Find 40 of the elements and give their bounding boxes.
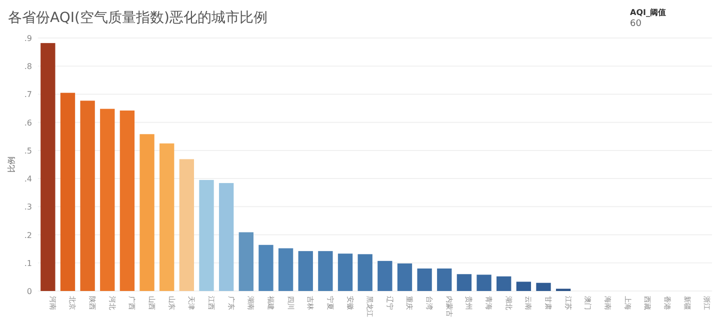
y-tick-label: .1 [24,258,32,268]
bar [160,143,174,291]
text: AQI_阈值 [630,8,666,17]
bar [476,274,492,291]
bar [456,274,472,291]
y-tick-label: .9 [24,34,32,43]
text: 60 [630,19,642,29]
bar [298,251,313,291]
bar [199,180,214,291]
bar [179,159,194,291]
bar [218,183,234,291]
bar [516,282,532,291]
bar [397,263,412,291]
bar [378,260,392,291]
bar [238,232,254,291]
chart-title: 各省份AQI(空气质量指数)恶化的城市比例 [8,10,268,26]
y-tick-label: .2 [24,230,32,240]
bar [417,268,432,291]
bar [60,92,76,291]
bar [496,276,512,291]
bar [318,251,333,291]
y-tick-label: .3 [24,202,32,212]
y-tick-label: .4 [24,174,32,184]
bar [100,108,115,291]
bar [536,282,551,291]
bar [40,43,56,291]
bar [258,244,274,291]
y-tick-label: 0 [26,287,32,296]
bar [278,248,294,291]
bar [120,110,135,291]
y-axis-title: 比例 [7,156,16,172]
bar [437,268,452,291]
bar [338,254,353,291]
y-tick-label: .7 [24,90,32,100]
bar [358,254,372,291]
y-tick-label: .5 [24,146,32,156]
bar [140,134,154,291]
bar [80,100,95,291]
y-tick-label: .6 [24,118,32,128]
y-tick-label: .8 [24,62,32,72]
